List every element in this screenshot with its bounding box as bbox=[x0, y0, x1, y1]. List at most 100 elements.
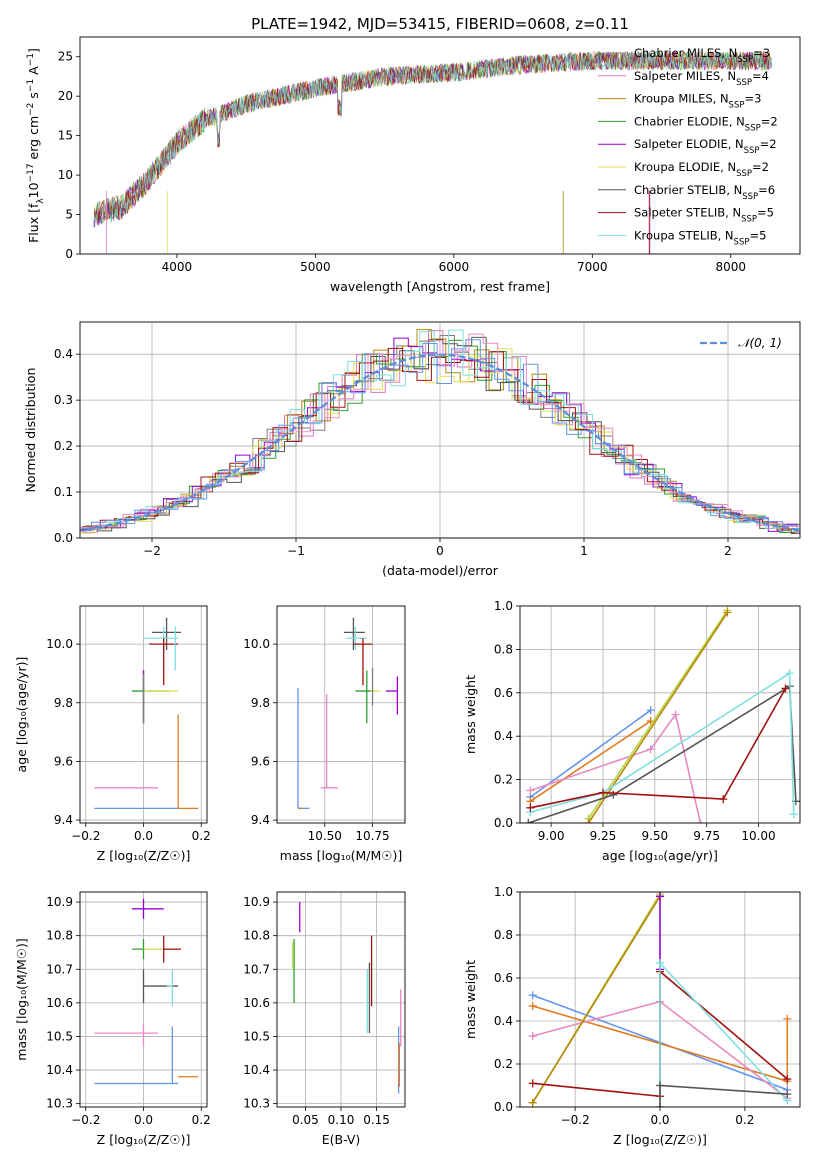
plot-area bbox=[291, 902, 402, 1094]
tick-label-x: −1 bbox=[287, 544, 305, 558]
plot-area bbox=[528, 892, 792, 1107]
weight-marker bbox=[609, 790, 618, 799]
axes-frame bbox=[79, 605, 208, 824]
tick-label-x: 0.05 bbox=[292, 1113, 319, 1127]
tick-label-y: 9.8 bbox=[54, 696, 73, 710]
legend-entry: Chabrier ELODIE, NSSP=2 bbox=[634, 114, 778, 133]
tick-label-y: 9.6 bbox=[251, 754, 270, 768]
plot-area bbox=[94, 898, 199, 1085]
axis-label-x: (data-model)/error bbox=[382, 563, 499, 578]
tick-label-y: 10.8 bbox=[243, 929, 270, 943]
errorbar-point bbox=[297, 688, 310, 809]
errorbar-point bbox=[152, 617, 182, 650]
tick-label-y: 9.4 bbox=[54, 813, 73, 827]
tick-label-y: 0.8 bbox=[494, 642, 513, 656]
tick-label-x: 6000 bbox=[439, 260, 470, 274]
tick-label-x: 0.0 bbox=[134, 829, 153, 843]
axes-frame bbox=[79, 321, 801, 539]
tick-label-y: 10.0 bbox=[46, 637, 73, 651]
tick-label-x: 10.00 bbox=[741, 829, 775, 843]
axis-label-y: mass weight bbox=[463, 960, 478, 1039]
errorbar-point bbox=[353, 638, 373, 686]
tick-label-y: 0.6 bbox=[494, 686, 513, 700]
histogram-step bbox=[80, 333, 800, 533]
tick-label-y: 0.0 bbox=[494, 816, 513, 830]
axes-frame bbox=[276, 605, 406, 824]
axis-label-x: Z [log₁₀(Z/Z☉)] bbox=[97, 848, 191, 863]
axes-age_vs_mass: 10.50 10.75 9.4 9.6 9.8 10.0 mass [log₁₀(M/M☉)… bbox=[243, 605, 406, 863]
plot-area bbox=[524, 606, 800, 823]
errorbar-point bbox=[343, 617, 365, 650]
weight-marker bbox=[719, 795, 728, 804]
tick-label-y: 25 bbox=[58, 50, 73, 64]
weight-marker bbox=[528, 1032, 537, 1041]
spectrum-line bbox=[93, 50, 773, 227]
weight-marker bbox=[646, 745, 655, 754]
weight-marker bbox=[671, 710, 680, 719]
weight-marker bbox=[656, 892, 664, 901]
weight-marker bbox=[524, 819, 533, 823]
tick-label-y: 1.0 bbox=[494, 885, 513, 899]
errorbar-point bbox=[320, 693, 339, 789]
errorbar-point bbox=[177, 714, 199, 809]
tick-label-y: 20 bbox=[58, 89, 73, 103]
weight-line bbox=[532, 895, 661, 1104]
tick-label-x: 0.0 bbox=[134, 1113, 153, 1127]
tick-label-y: 10.9 bbox=[243, 895, 270, 909]
weight-marker bbox=[528, 1001, 537, 1010]
errorbar-point bbox=[163, 935, 182, 963]
weight-line bbox=[530, 712, 702, 823]
weight-marker bbox=[781, 684, 790, 693]
weight-line bbox=[530, 671, 795, 815]
tick-label-y: 10.9 bbox=[46, 895, 73, 909]
axes-mass_vs_Z: −0.2 0.0 0.2 10.3 10.4 10.5 10.6 10.7 10.8 10.9 Z … bbox=[14, 891, 211, 1147]
tick-label-y: 10.3 bbox=[46, 1097, 73, 1111]
axes-weight_vs_age: 9.00 9.25 9.50 9.75 10.00 0.0 0.2 0.4 0.6 0.8 1.0 a… bbox=[463, 599, 801, 863]
tick-label-x: 10.50 bbox=[308, 829, 342, 843]
tick-label-x: 4000 bbox=[162, 260, 193, 274]
tick-label-x: 8000 bbox=[715, 260, 746, 274]
tick-label-y: 9.4 bbox=[251, 813, 270, 827]
errorbar-point bbox=[149, 638, 179, 686]
tick-label-x: 9.00 bbox=[538, 829, 565, 843]
tick-label-y: 0.3 bbox=[54, 393, 73, 407]
weight-marker bbox=[528, 1098, 537, 1107]
legend-entry: Kroupa ELODIE, NSSP=2 bbox=[634, 160, 769, 179]
tick-label-y: 0 bbox=[65, 247, 73, 261]
axis-label-x: Z [log₁₀(Z/Z☉)] bbox=[613, 1132, 707, 1147]
legend: Chabrier MILES, NSSP=3 Salpeter MILES, NS… bbox=[598, 46, 778, 247]
axes-frame bbox=[519, 605, 801, 824]
tick-label-y: 10.5 bbox=[243, 1029, 270, 1043]
weight-marker bbox=[656, 958, 664, 967]
axis-label-x: E(B-V) bbox=[322, 1132, 361, 1147]
weight-line bbox=[529, 720, 652, 802]
weight-marker bbox=[656, 1081, 664, 1090]
weight-marker bbox=[584, 819, 593, 823]
tick-label-x: 9.75 bbox=[693, 829, 720, 843]
weight-marker bbox=[646, 706, 655, 715]
tick-label-y: 10.7 bbox=[46, 962, 73, 976]
tick-label-y: 9.6 bbox=[54, 754, 73, 768]
axes-frame bbox=[276, 891, 406, 1108]
tick-label-y: 0.2 bbox=[54, 439, 73, 453]
histogram-step bbox=[80, 336, 800, 532]
tick-label-y: 15 bbox=[58, 129, 73, 143]
weight-marker bbox=[785, 669, 794, 678]
weight-marker bbox=[528, 991, 537, 1000]
weight-marker bbox=[656, 1103, 664, 1107]
spectrum-line bbox=[93, 51, 773, 227]
tick-label-y: 10.7 bbox=[243, 962, 270, 976]
tick-label-y: 0.1 bbox=[54, 485, 73, 499]
tick-label-x: 0.15 bbox=[363, 1113, 390, 1127]
weight-marker bbox=[783, 1014, 792, 1023]
errorbar-point bbox=[94, 1026, 179, 1085]
tick-label-y: 9.8 bbox=[251, 696, 270, 710]
axis-label-y: Flux [fλ10−17 erg cm−2 s−1 A−1] bbox=[26, 48, 46, 243]
axes-frame bbox=[519, 891, 801, 1108]
errorbar-point bbox=[94, 1023, 158, 1047]
tick-label-x: 1 bbox=[580, 544, 588, 558]
weight-line bbox=[587, 609, 729, 820]
tick-label-y: 1.0 bbox=[494, 599, 513, 613]
axis-label-y: age [log₁₀(age/yr)] bbox=[14, 657, 29, 773]
tick-label-x: 2 bbox=[724, 544, 732, 558]
